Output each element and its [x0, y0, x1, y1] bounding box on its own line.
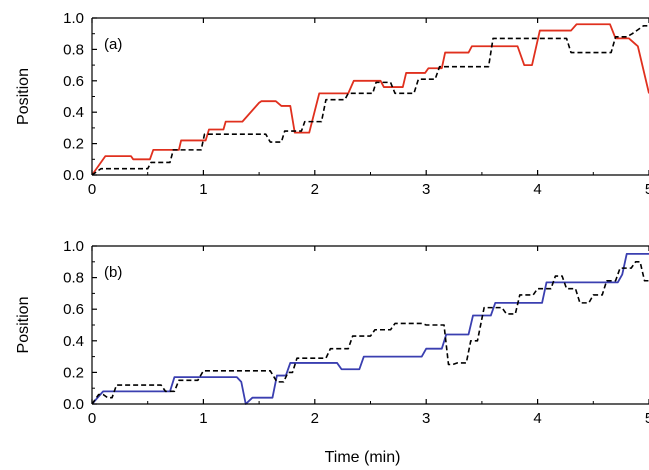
y-tick-label: 1.0 — [63, 10, 84, 27]
x-tick-label: 3 — [422, 181, 430, 198]
x-tick-label: 5 — [645, 181, 649, 198]
x-tick-label: 1 — [199, 181, 207, 198]
x-tick-label: 0 — [88, 181, 96, 198]
x-axis-title: Time (min) — [325, 449, 401, 466]
panel-label: (b) — [104, 264, 122, 281]
y-tick-label: 0.0 — [63, 167, 84, 184]
y-tick-label: 0.6 — [63, 73, 84, 90]
panel-b: 0 1 2 3 4 5 0.0 0.2 0.4 0.6 0.8 1.0 Position (b) — [15, 238, 649, 427]
y-tick-label: 0.4 — [63, 333, 84, 350]
panel-label: (a) — [104, 36, 122, 53]
x-tick-label: 2 — [311, 181, 319, 198]
y-tick-label: 0.2 — [63, 364, 84, 381]
x-tick-label: 2 — [311, 410, 319, 427]
y-tick-label: 1.0 — [63, 238, 84, 255]
x-tick-label: 5 — [645, 410, 649, 427]
x-tick-label: 1 — [199, 410, 207, 427]
series-line-1 — [92, 23, 649, 176]
y-tick-label: 0.8 — [63, 41, 84, 58]
y-tick-label: 0.4 — [63, 104, 84, 121]
y-axis-title: Position — [15, 68, 32, 125]
y-tick-label: 0.0 — [63, 396, 84, 413]
y-tick-label: 0.6 — [63, 301, 84, 318]
series-line-2 — [92, 25, 649, 176]
series-line-1 — [92, 253, 649, 405]
y-axis-title: Position — [15, 297, 32, 354]
y-tick-label: 0.8 — [63, 270, 84, 287]
y-tick-label: 0.2 — [63, 136, 84, 153]
x-tick-label: 4 — [533, 181, 541, 198]
series-line-2 — [92, 261, 649, 405]
x-tick-label: 0 — [88, 410, 96, 427]
x-tick-label: 4 — [533, 410, 541, 427]
panel-a: 0 1 2 3 4 5 0.0 0.2 0.4 0.6 0.8 1.0 Position (a) — [15, 10, 649, 198]
x-tick-label: 3 — [422, 410, 430, 427]
